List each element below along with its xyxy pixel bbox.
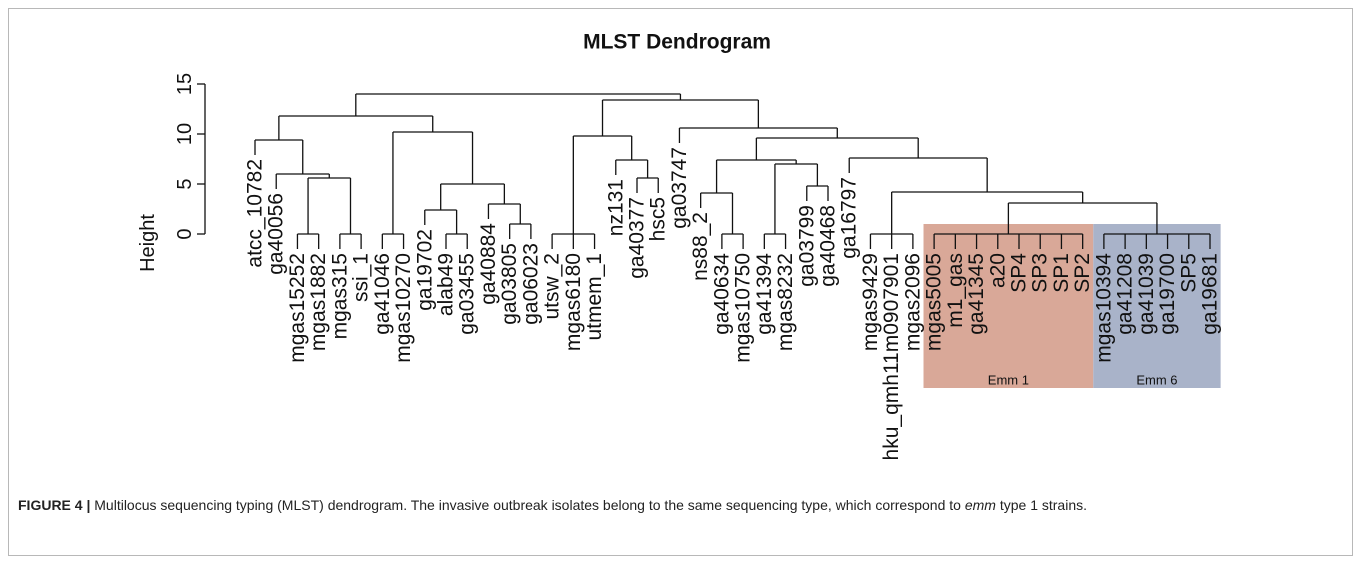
branch (601, 99, 760, 136)
leaf-label: ga03805 (498, 243, 521, 325)
leaf-label: mgas10270 (392, 253, 415, 363)
leaf-label: hsc5 (647, 197, 670, 241)
branch (615, 159, 649, 178)
leaf-label: mgas8232 (774, 253, 797, 351)
y-tick-label: 0 (174, 228, 196, 239)
leaf-label: ga40884 (477, 223, 500, 305)
caption-emphasis: emm (964, 497, 996, 513)
y-tick-label: 5 (174, 178, 196, 189)
leaf-label: mgas10750 (732, 253, 755, 363)
chart-title: MLST Dendrogram (583, 31, 771, 54)
leaf-label: atcc_10782 (244, 159, 267, 268)
leaf-label: nz131 (604, 179, 627, 236)
leaf-label: ga41208 (1114, 253, 1137, 335)
y-tick-label: 10 (174, 123, 196, 145)
leaf-label: mgas6180 (562, 253, 585, 351)
leaf-label: a20 (986, 253, 1009, 288)
group-label: Emm 6 (1136, 373, 1177, 388)
leaf-label: ga03799 (795, 205, 818, 287)
leaf-label: ga19700 (1156, 253, 1179, 335)
leaf-label: alab49 (435, 253, 458, 316)
leaf-label: utsw_2 (541, 253, 564, 320)
branch (488, 203, 521, 224)
leaf-label: mgas9429 (859, 253, 882, 351)
leaf-label: SP2 (1071, 253, 1094, 293)
leaf-label: ga19681 (1199, 253, 1222, 335)
branch (755, 137, 919, 160)
branch (355, 93, 682, 116)
y-tick-label: 15 (174, 73, 196, 95)
leaf-label: ga41046 (371, 253, 394, 335)
leaf-label: ga40634 (710, 253, 733, 335)
leaf-label: mgas1882 (307, 253, 330, 351)
leaf-label: hku_qmh11m0907901 (880, 253, 903, 460)
leaf-label: m1_gas (944, 253, 967, 328)
branch (278, 115, 434, 140)
leaf-label: ga40056 (265, 193, 288, 275)
leaf-label: mgas10394 (1092, 253, 1115, 363)
leaf-label: ga19702 (413, 229, 436, 311)
leaf-label: mgas315 (328, 253, 351, 339)
group-label: Emm 1 (988, 373, 1029, 388)
branch (440, 183, 506, 210)
group-box (1093, 224, 1221, 388)
leaf-label: utmem_1 (583, 253, 606, 341)
leaf-label: ga03455 (456, 253, 479, 335)
leaf-label: SP4 (1008, 253, 1031, 293)
branch (392, 131, 474, 234)
leaf-label: mgas15252 (286, 253, 309, 363)
leaf-label: SP3 (1029, 253, 1052, 293)
caption-text: type 1 strains. (999, 497, 1087, 513)
figure-caption: FIGURE 4 | Multilocus sequencing typing … (18, 494, 1343, 516)
branch (849, 157, 988, 192)
figure-frame (8, 8, 1353, 556)
branch (307, 177, 352, 234)
leaf-label: ga40468 (817, 205, 840, 287)
leaf-label: mgas2096 (901, 253, 924, 351)
leaf-label: SP5 (1177, 253, 1200, 293)
leaf-label: ga41039 (1135, 253, 1158, 335)
leaf-label: ga41345 (965, 253, 988, 335)
leaf-label: ga03747 (668, 147, 691, 229)
leaf-label: SP1 (1050, 253, 1073, 293)
leaf-label: ga40377 (626, 197, 649, 279)
leaf-label: mgas5005 (923, 253, 946, 351)
branch (679, 127, 838, 138)
leaf-label: ssi_1 (350, 253, 373, 302)
branch (715, 159, 797, 193)
group-box (923, 224, 1094, 388)
y-axis-label: Height (137, 214, 159, 272)
leaf-label: ga16797 (838, 177, 861, 259)
leaf-label: ns88_2 (689, 212, 712, 281)
leaf-label: ga41394 (753, 253, 776, 335)
leaf-label: ga06023 (519, 243, 542, 325)
chart: MLST Dendrogram Height 0 5 10 15 Emm 1 Emm 6 m… (137, 31, 1222, 461)
caption-text: Multilocus sequencing typing (MLST) dend… (94, 497, 961, 513)
figure-number: FIGURE 4 | (18, 497, 91, 513)
